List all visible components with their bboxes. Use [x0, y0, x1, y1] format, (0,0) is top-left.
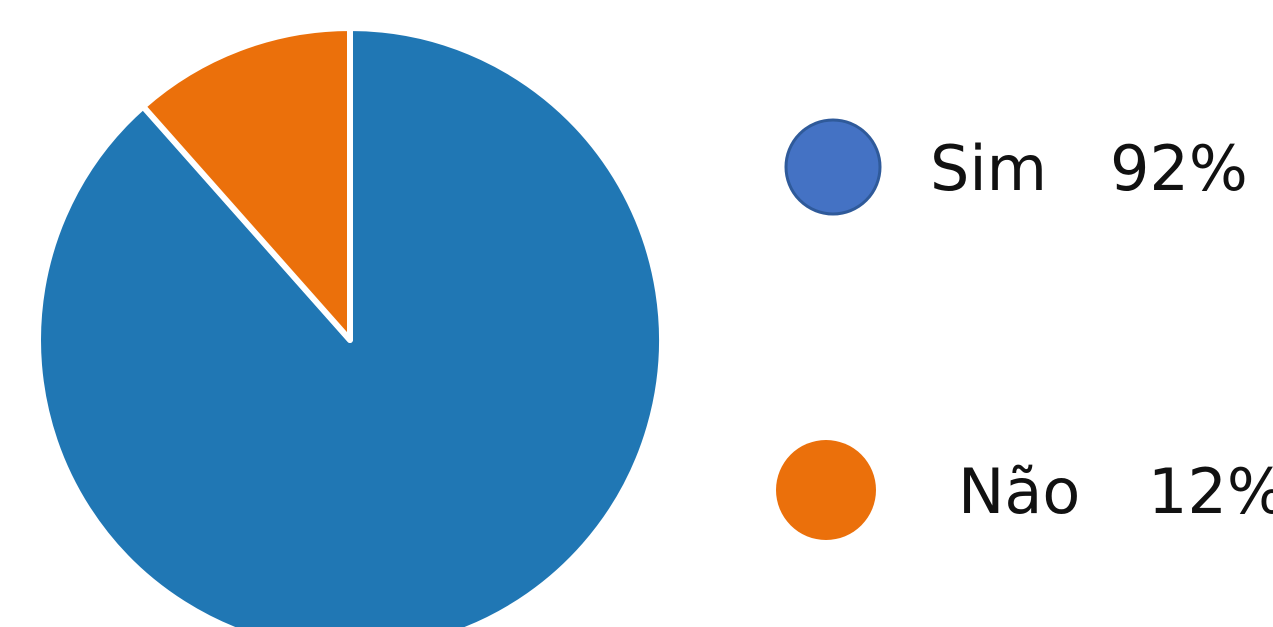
pie-slice-sim	[35, 25, 665, 627]
legend-value-nao: 12%	[1148, 455, 1273, 528]
legend-value-sim: 92%	[1110, 132, 1248, 205]
legend-label-sim: Sim	[930, 132, 1047, 205]
pie-slice-nao	[140, 25, 353, 343]
legend-label-nao: Não	[958, 455, 1080, 528]
pie-slices	[35, 25, 665, 627]
legend: Sim 92% Não 12%	[776, 118, 1273, 540]
legend-marker-nao	[776, 440, 876, 540]
legend-marker-sim	[784, 118, 882, 216]
